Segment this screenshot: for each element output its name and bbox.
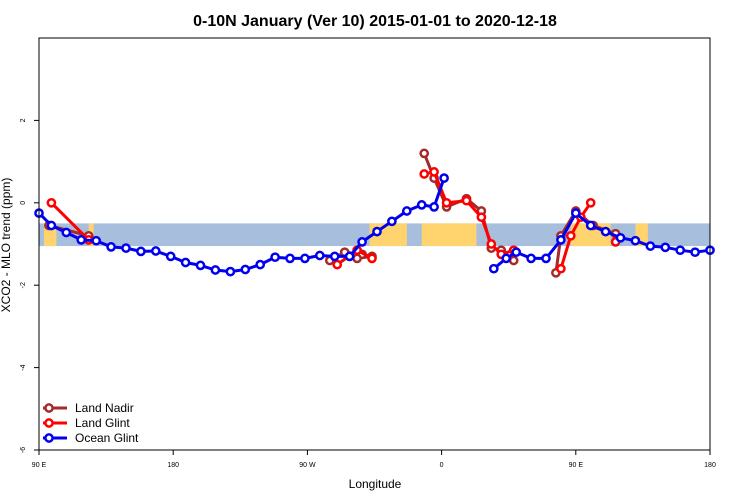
data-point (210, 265, 221, 275)
y-tick-label: 2 (20, 118, 27, 122)
legend-item: Land Glint (43, 416, 130, 430)
data-point (488, 263, 499, 274)
data-point (150, 246, 161, 256)
series-ocean-glint (34, 173, 715, 277)
data-point (556, 235, 566, 245)
y-tick-label: -2 (20, 282, 27, 288)
legend-item: Land Nadir (43, 401, 134, 415)
data-point (46, 220, 57, 231)
data-point (344, 251, 355, 262)
data-point (429, 167, 439, 177)
legend-marker (44, 418, 54, 428)
data-point (526, 253, 536, 264)
data-point (486, 239, 497, 249)
x-tick-label: 0 (440, 462, 444, 469)
data-point (195, 260, 206, 271)
legend-label: Land Nadir (75, 401, 134, 415)
y-axis-label: XCO2 - MLO trend (ppm) (0, 178, 13, 313)
data-point (357, 237, 367, 247)
data-point (675, 245, 686, 256)
data-point (501, 253, 512, 264)
data-point (585, 197, 596, 208)
data-point (352, 253, 362, 264)
legend-item: Ocean Glint (43, 431, 139, 445)
data-point (106, 242, 116, 252)
series-line (50, 201, 90, 241)
data-point (401, 206, 412, 216)
data-point (508, 255, 519, 266)
data-point (615, 232, 626, 243)
data-point (165, 251, 176, 262)
legend-marker (44, 433, 54, 443)
data-point (270, 252, 280, 263)
data-point (660, 242, 671, 253)
data-point (476, 212, 487, 223)
y-axis: -6 -4 -2 0 2 (20, 118, 39, 453)
chart-title: 0-10N January (Ver 10) 2015-01-01 to 202… (193, 13, 557, 30)
data-point (441, 197, 452, 208)
data-point (511, 247, 522, 258)
data-point (61, 227, 72, 238)
series-land-glint (46, 167, 621, 274)
legend-marker (44, 403, 54, 413)
x-tick-label: 180 (167, 462, 179, 469)
data-point (429, 202, 439, 212)
x-tick-label: 90 W (299, 462, 316, 469)
data-point (329, 251, 340, 262)
data-point (46, 197, 57, 208)
band-land-3 (421, 223, 477, 247)
legend-label: Ocean Glint (75, 431, 139, 445)
data-point (439, 173, 449, 183)
data-point (372, 226, 382, 237)
data-point (690, 247, 700, 258)
data-point (565, 230, 576, 241)
y-tick-label: -4 (20, 364, 27, 370)
legend-label: Land Glint (75, 416, 130, 430)
series-layer (34, 148, 715, 278)
x-tick-label: 90 E (32, 462, 47, 469)
data-point (416, 200, 427, 210)
data-point (419, 169, 430, 179)
data-point (240, 264, 251, 275)
data-point (332, 259, 343, 270)
data-point (585, 220, 596, 231)
series-line (492, 211, 711, 270)
y-tick-label: 0 (20, 201, 27, 205)
data-point (570, 208, 581, 218)
data-point (91, 235, 102, 246)
data-point (419, 148, 430, 159)
x-tick-label: 90 E (569, 462, 584, 469)
data-point (630, 235, 641, 246)
plot-frame (38, 37, 711, 451)
y-tick-label: -6 (20, 447, 27, 453)
data-point (541, 253, 551, 264)
series-line (559, 201, 592, 270)
data-point (387, 216, 397, 227)
x-axis-label: Longitude (349, 477, 402, 491)
data-point (180, 257, 191, 268)
data-point (314, 250, 325, 261)
data-point (285, 253, 295, 264)
data-point (255, 259, 266, 270)
data-point (645, 241, 656, 251)
data-point (367, 253, 377, 264)
data-point (136, 246, 146, 257)
data-point (600, 226, 611, 237)
data-point (556, 263, 566, 274)
data-point (225, 266, 236, 277)
x-tick-label: 180 (704, 462, 716, 469)
x-axis: 90 E 180 90 W 0 90 E 180 (32, 450, 716, 469)
data-point (300, 253, 310, 264)
data-point (121, 243, 131, 253)
data-point (461, 195, 472, 206)
data-point (76, 235, 87, 245)
